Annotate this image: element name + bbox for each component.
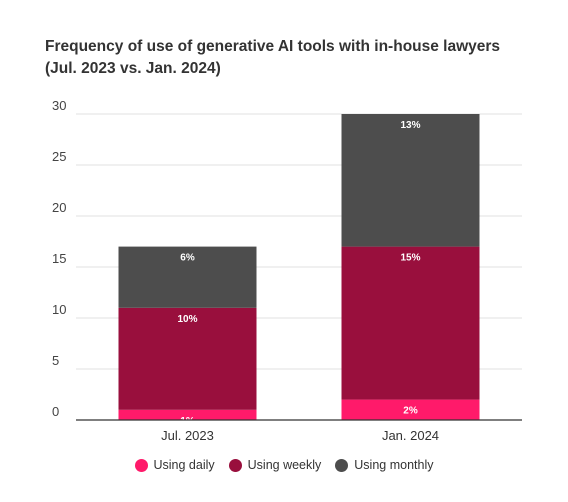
x-tick-label: Jan. 2024 [382,428,439,443]
legend: Using daily Using weekly Using monthly [0,458,568,472]
legend-item-daily[interactable]: Using daily [134,458,215,472]
data-label: 6% [180,253,195,264]
chart-title-text: Frequency of use of generative AI tools … [45,38,501,55]
data-label: 1% [180,416,195,427]
chart-title: Frequency of use of generative AI tools … [45,36,545,80]
bar-segment [118,307,257,410]
y-tick-label: 5 [52,353,59,368]
y-tick-label: 0 [52,404,59,419]
bar-segment [341,114,480,247]
y-tick-label: 15 [52,251,66,266]
bar-segment [118,409,257,420]
bar-segment [118,246,257,308]
data-label: 10% [177,314,197,325]
x-tick-label: Jul. 2023 [161,428,214,443]
legend-item-weekly[interactable]: Using weekly [228,458,322,472]
y-tick-label: 10 [52,302,66,317]
data-label: 2% [403,406,418,417]
y-tick-label: 20 [52,200,66,215]
data-label: 13% [400,120,420,131]
bar-segment [341,399,480,420]
y-tick-label: 30 [52,98,66,113]
legend-item-monthly[interactable]: Using monthly [335,458,433,472]
data-label: 15% [400,253,420,264]
legend-swatch-monthly [335,458,349,472]
legend-label-monthly: Using monthly [354,458,434,472]
bar-segment [341,246,480,400]
legend-label-weekly: Using weekly [247,458,322,472]
legend-swatch-weekly [228,458,242,472]
legend-swatch-daily [134,458,148,472]
chart-subtitle: (Jul. 2023 vs. Jan. 2024) [45,60,221,77]
y-tick-label: 25 [52,149,66,164]
legend-label-daily: Using daily [153,458,215,472]
